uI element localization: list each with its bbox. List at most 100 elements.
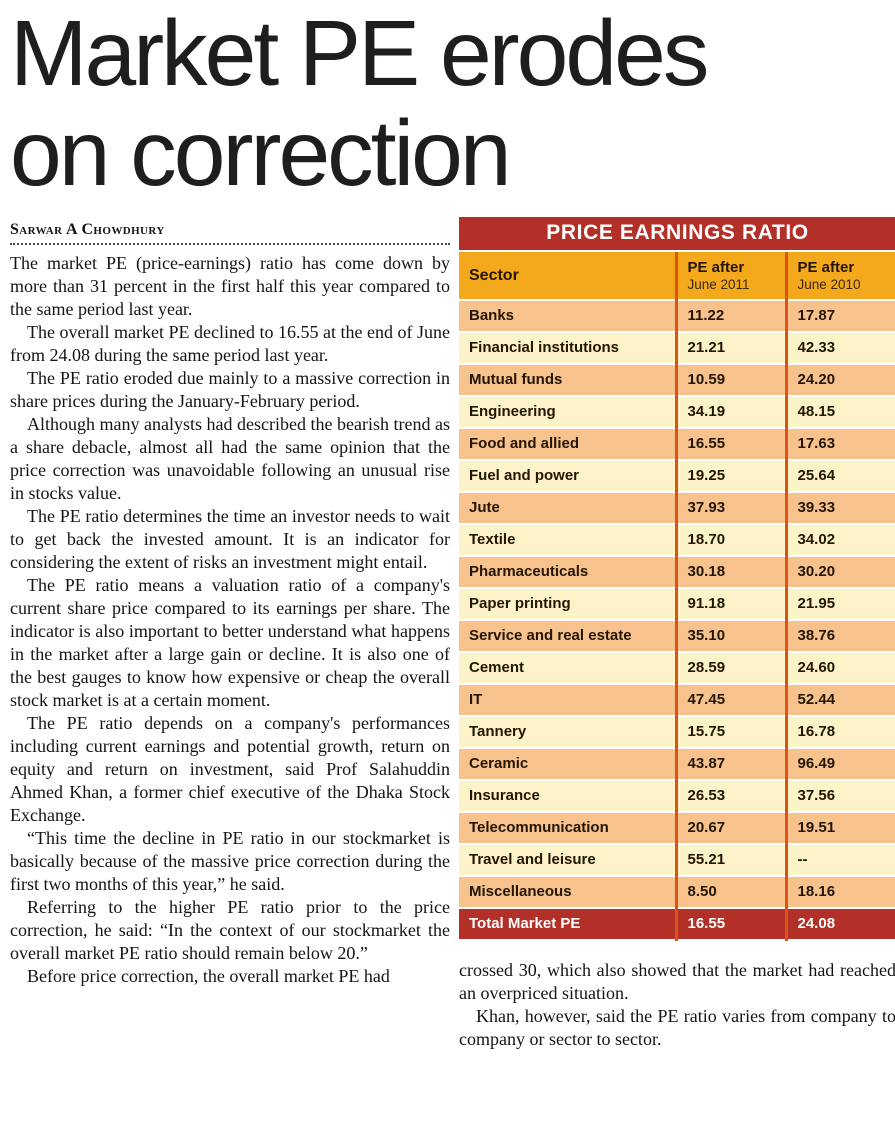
article-headline: Market PE erodes on correction xyxy=(10,3,895,203)
value-cell-2010: 24.20 xyxy=(784,364,895,397)
table-row: Telecommunication 20.67 19.51 xyxy=(459,812,895,845)
paragraph: Referring to the higher PE ratio prior t… xyxy=(10,897,450,963)
sector-cell: Cement xyxy=(459,652,676,685)
table-row: Food and allied 16.55 17.63 xyxy=(459,428,895,461)
value-cell-2011: 18.70 xyxy=(674,524,786,557)
table-row: Miscellaneous 8.50 18.16 xyxy=(459,876,895,909)
value-cell-2011: 35.10 xyxy=(674,620,786,653)
value-cell-2011: 37.93 xyxy=(674,492,786,525)
value-cell-2011: 21.21 xyxy=(674,332,786,365)
sector-cell: Engineering xyxy=(459,396,676,429)
value-cell-2011: 28.59 xyxy=(674,652,786,685)
value-cell-2011: 8.50 xyxy=(674,876,786,909)
paragraph: The PE ratio eroded due mainly to a mass… xyxy=(10,368,450,411)
table-row: Service and real estate 35.10 38.76 xyxy=(459,620,895,653)
paragraph: “This time the decline in PE ratio in ou… xyxy=(10,828,450,894)
value-cell-2011: 19.25 xyxy=(674,460,786,493)
value-cell-2010: 24.60 xyxy=(784,652,895,685)
pe-table: Sector PE after June 2011 PE after June … xyxy=(459,252,895,941)
sector-cell: Banks xyxy=(459,300,676,333)
sector-cell: Telecommunication xyxy=(459,812,676,845)
total-label: Total Market PE xyxy=(459,908,676,941)
sector-cell: Miscellaneous xyxy=(459,876,676,909)
column-header-2011-sublabel: June 2011 xyxy=(687,276,750,292)
value-cell-2011: 34.19 xyxy=(674,396,786,429)
value-cell-2011: 43.87 xyxy=(674,748,786,781)
total-value-2010: 24.08 xyxy=(784,908,895,941)
value-cell-2011: 11.22 xyxy=(674,300,786,333)
table-row: Cement 28.59 24.60 xyxy=(459,652,895,685)
value-cell-2010: 18.16 xyxy=(784,876,895,909)
value-cell-2011: 55.21 xyxy=(674,844,786,877)
value-cell-2011: 47.45 xyxy=(674,684,786,717)
column-header-sector: Sector xyxy=(459,252,676,301)
sector-cell: Insurance xyxy=(459,780,676,813)
paragraph: crossed 30, which also showed that the m… xyxy=(459,960,895,1003)
table-row: Mutual funds 10.59 24.20 xyxy=(459,364,895,397)
value-cell-2010: 25.64 xyxy=(784,460,895,493)
article-left-column: Sarwar A Chowdhury The market PE (price-… xyxy=(10,217,450,988)
continuation-body: crossed 30, which also showed that the m… xyxy=(459,959,895,1051)
sector-cell: Food and allied xyxy=(459,428,676,461)
paragraph: Although many analysts had described the… xyxy=(10,414,450,503)
value-cell-2011: 30.18 xyxy=(674,556,786,589)
value-cell-2010: 37.56 xyxy=(784,780,895,813)
value-cell-2010: 17.63 xyxy=(784,428,895,461)
paragraph: The overall market PE declined to 16.55 … xyxy=(10,322,450,365)
paragraph: Khan, however, said the PE ratio varies … xyxy=(459,1006,895,1049)
column-header-2010-label: PE after xyxy=(797,258,855,276)
table-title: PRICE EARNINGS RATIO xyxy=(459,217,895,252)
paragraph: Before price correction, the overall mar… xyxy=(27,966,390,986)
article-body: The market PE (price-earnings) ratio has… xyxy=(10,252,450,988)
table-row: Pharmaceuticals 30.18 30.20 xyxy=(459,556,895,589)
table-row: Banks 11.22 17.87 xyxy=(459,300,895,333)
table-row: Engineering 34.19 48.15 xyxy=(459,396,895,429)
table-row: Fuel and power 19.25 25.64 xyxy=(459,460,895,493)
value-cell-2010: 48.15 xyxy=(784,396,895,429)
table-row: Paper printing 91.18 21.95 xyxy=(459,588,895,621)
value-cell-2011: 91.18 xyxy=(674,588,786,621)
value-cell-2011: 20.67 xyxy=(674,812,786,845)
pe-table-footer: Total Market PE 16.55 24.08 xyxy=(459,908,895,941)
pe-table-container: PRICE EARNINGS RATIO Sector PE after Jun… xyxy=(459,217,895,941)
sector-cell: Mutual funds xyxy=(459,364,676,397)
value-cell-2010: 30.20 xyxy=(784,556,895,589)
value-cell-2010: 42.33 xyxy=(784,332,895,365)
column-header-2010-sublabel: June 2010 xyxy=(797,276,861,292)
table-row: IT 47.45 52.44 xyxy=(459,684,895,717)
table-row: Jute 37.93 39.33 xyxy=(459,492,895,525)
dotted-divider xyxy=(10,243,450,245)
value-cell-2010: 52.44 xyxy=(784,684,895,717)
value-cell-2010: 16.78 xyxy=(784,716,895,749)
value-cell-2010: 39.33 xyxy=(784,492,895,525)
sector-cell: Travel and leisure xyxy=(459,844,676,877)
sector-cell: Fuel and power xyxy=(459,460,676,493)
value-cell-2010: 34.02 xyxy=(784,524,895,557)
value-cell-2010: 19.51 xyxy=(784,812,895,845)
value-cell-2010: 21.95 xyxy=(784,588,895,621)
byline: Sarwar A Chowdhury xyxy=(10,221,165,238)
value-cell-2010: 38.76 xyxy=(784,620,895,653)
table-row: Insurance 26.53 37.56 xyxy=(459,780,895,813)
article-columns: Sarwar A Chowdhury The market PE (price-… xyxy=(10,217,895,1051)
paragraph: The PE ratio depends on a company's perf… xyxy=(10,713,450,825)
sector-cell: Pharmaceuticals xyxy=(459,556,676,589)
value-cell-2011: 16.55 xyxy=(674,428,786,461)
sector-cell: Textile xyxy=(459,524,676,557)
sector-cell: Service and real estate xyxy=(459,620,676,653)
value-cell-2011: 15.75 xyxy=(674,716,786,749)
pe-table-body: Banks 11.22 17.87 Financial institutions 21.… xyxy=(459,300,895,909)
paragraph: The PE ratio determines the time an inve… xyxy=(10,506,450,572)
paragraph: The market PE (price-earnings) ratio has… xyxy=(10,253,450,319)
sector-cell: IT xyxy=(459,684,676,717)
table-row: Financial institutions 21.21 42.33 xyxy=(459,332,895,365)
total-value-2011: 16.55 xyxy=(674,908,786,941)
article-right-column: PRICE EARNINGS RATIO Sector PE after Jun… xyxy=(459,217,895,1051)
table-row: Ceramic 43.87 96.49 xyxy=(459,748,895,781)
sector-cell: Ceramic xyxy=(459,748,676,781)
table-row: Tannery 15.75 16.78 xyxy=(459,716,895,749)
table-row: Travel and leisure 55.21 -- xyxy=(459,844,895,877)
sector-cell: Tannery xyxy=(459,716,676,749)
sector-cell: Financial institutions xyxy=(459,332,676,365)
